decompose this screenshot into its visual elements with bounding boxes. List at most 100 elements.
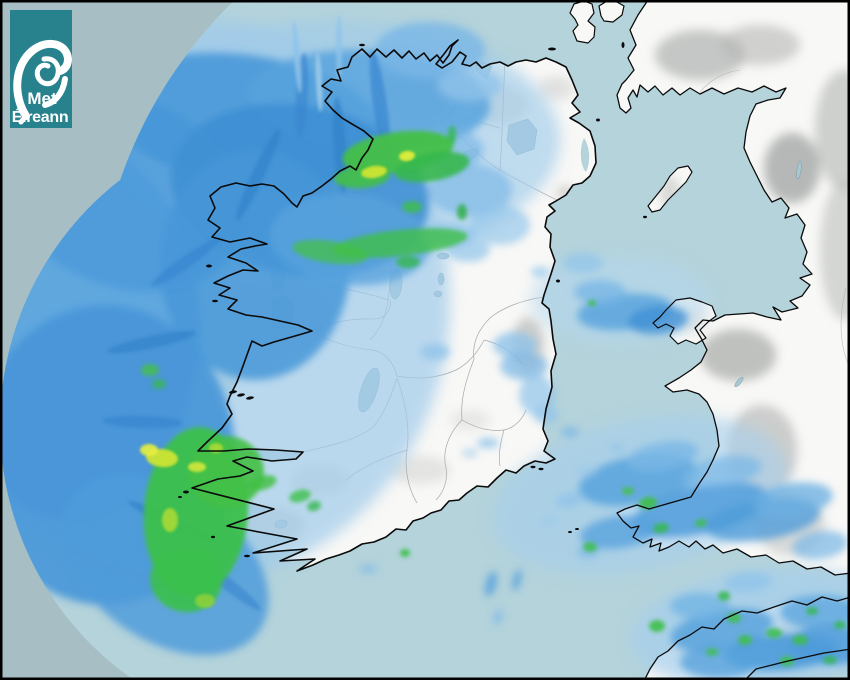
rain-echo: [448, 126, 456, 144]
map-shape: [548, 47, 556, 51]
rain-layer-intense: [140, 150, 415, 608]
rain-echo: [493, 332, 537, 358]
rain-echo: [140, 444, 158, 456]
rain-echo: [519, 375, 555, 415]
rain-echo: [753, 482, 833, 518]
rain-echo: [718, 591, 730, 601]
map-shape: [764, 133, 820, 203]
map-shape: [450, 410, 490, 430]
map-shape: [720, 25, 800, 65]
map-shape: [473, 296, 545, 360]
rain-echo: [394, 151, 470, 183]
strangford-lough: [580, 138, 590, 172]
map-shape: [183, 490, 189, 494]
map-shape: [556, 279, 560, 283]
rain-echo: [670, 593, 730, 619]
rain-echo: [188, 462, 206, 472]
rain-echo: [706, 648, 718, 656]
hurricane-spiral-icon: [13, 39, 73, 125]
rain-echo: [315, 52, 323, 112]
map-shape: [229, 390, 237, 394]
rain-echo: [400, 549, 410, 557]
map-shape: [699, 69, 741, 93]
rain-echo: [152, 379, 166, 389]
rain-echo: [107, 330, 197, 354]
small-islands: [178, 42, 647, 558]
map-shape: [34, 56, 61, 87]
rain-echo: [610, 444, 624, 452]
map-shape: [390, 456, 450, 484]
map-shape: [498, 429, 505, 467]
rain-echo: [583, 542, 597, 552]
rain-echo: [485, 571, 497, 597]
rain-echo: [336, 15, 342, 81]
rain-echo: [359, 565, 377, 573]
rain-echo: [438, 69, 502, 101]
rain-echo: [292, 21, 302, 93]
map-shape: [359, 43, 365, 47]
rain-echo: [361, 165, 387, 179]
map-shape: [18, 113, 29, 125]
rain-echo: [531, 267, 549, 277]
rain-echo: [457, 204, 467, 220]
rain-echo: [653, 522, 669, 534]
rain-echo: [162, 508, 178, 532]
rain-echo: [555, 492, 585, 508]
rain-echo: [402, 201, 422, 213]
rain-echo: [792, 635, 808, 645]
map-shape: [538, 76, 574, 100]
map-shape: [13, 39, 73, 120]
map-shape: [840, 287, 850, 369]
rain-echo: [823, 656, 837, 664]
map-shape: [820, 180, 850, 320]
rain-echo: [470, 205, 530, 245]
rain-echo: [766, 628, 782, 638]
rain-layer-heavy: [141, 126, 846, 666]
rain-echo: [806, 607, 818, 615]
rain-echo: [375, 22, 485, 78]
rain-echo: [680, 646, 760, 678]
map-shape: [178, 496, 182, 498]
rain-echo: [649, 620, 665, 632]
map-shape: [211, 535, 215, 539]
map-shape: [568, 531, 572, 533]
map-shape: [435, 419, 463, 501]
rain-echo: [790, 625, 850, 665]
rain-echo: [738, 635, 752, 645]
map-shape: [796, 160, 802, 180]
rain-echo: [512, 569, 522, 591]
map-shape: [42, 76, 68, 108]
rain-echo: [369, 50, 391, 160]
rain-echo: [307, 500, 321, 512]
rain-echo: [539, 515, 559, 527]
logo-text-met: Met: [27, 89, 57, 108]
rain-echo: [420, 344, 450, 360]
rain-echo: [695, 518, 707, 528]
map-shape: [206, 264, 212, 268]
rain-echo: [627, 440, 699, 472]
rain-echo: [574, 280, 626, 304]
map-shape: [621, 42, 625, 48]
rain-echo: [622, 487, 634, 495]
rain-echo: [292, 239, 368, 265]
rain-echo: [500, 352, 548, 380]
map-shape: [246, 396, 254, 400]
rain-echo: [477, 438, 499, 448]
map-shape: [461, 358, 475, 421]
map-shape: [575, 528, 579, 530]
map-shape: [643, 215, 647, 219]
rain-echo: [493, 609, 503, 625]
map-shape: [530, 465, 536, 469]
map-shape: [237, 393, 245, 397]
rain-echo: [188, 436, 264, 508]
met-eireann-logo: Met Éireann: [10, 10, 73, 128]
rain-echo: [236, 129, 280, 221]
map-shape: [212, 299, 218, 303]
rain-echo: [103, 415, 183, 429]
rain-echo: [396, 256, 420, 268]
rain-echo: [462, 449, 478, 457]
map-shape: [815, 70, 850, 190]
map-shape: [700, 329, 776, 381]
